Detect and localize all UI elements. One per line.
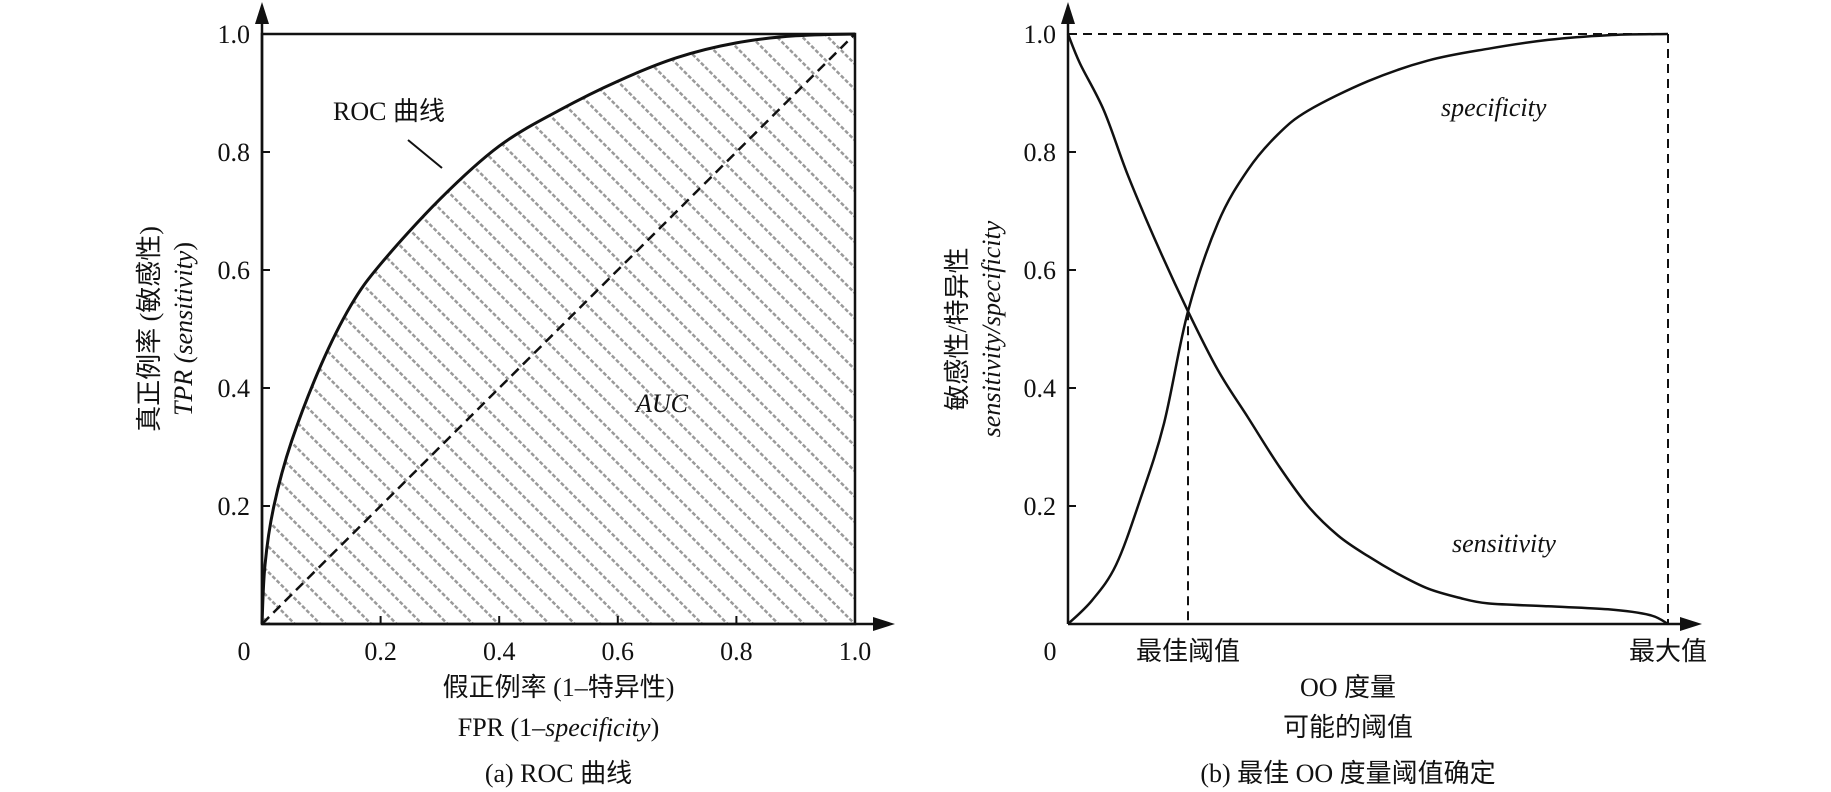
y-axis-arrow (255, 2, 269, 24)
y-tick-label: 0.4 (1024, 374, 1057, 403)
specificity-curve (1067, 32, 1669, 625)
x-axis-label-line2: 可能的阈值 (1283, 713, 1413, 742)
y-ticks: 0.2 0.4 0.6 0.8 1.0 (218, 20, 270, 521)
origin-label: 0 (238, 637, 251, 666)
y-axis-label-en: sensitivity/specificity (977, 220, 1006, 437)
y-tick-label: 0.6 (218, 256, 251, 285)
auc-label: AUC (634, 389, 689, 418)
x-ticks: 0.2 0.4 0.6 0.8 1.0 (364, 616, 871, 666)
specificity-label: specificity (1441, 93, 1547, 122)
y-tick-label: 0.6 (1024, 256, 1057, 285)
y-tick-label: 1.0 (218, 20, 251, 49)
y-axis-label-zh: 真正例率 (敏感性) (135, 226, 164, 432)
y-ticks: 0.2 0.4 0.6 0.8 1.0 (1024, 20, 1076, 521)
y-tick-label: 0.2 (218, 492, 251, 521)
origin-label: 0 (1044, 637, 1057, 666)
y-axis-label-en: TPR (sensitivity) (169, 242, 198, 416)
roc-chart: 0.2 0.4 0.6 0.8 1.0 0.2 0.4 0.6 0.8 1.0 ROC 曲线 A… (135, 2, 895, 788)
y-tick-label: 0.4 (218, 374, 251, 403)
y-axis-label-zh: 敏感性/特异性 (943, 247, 972, 410)
x-tick-label: 最大值 (1629, 637, 1707, 666)
x-axis-label-zh: 假正例率 (1–特异性) (443, 673, 675, 702)
y-axis-arrow (1061, 2, 1075, 24)
x-tick-label: 1.0 (839, 637, 872, 666)
x-axis-label-line1: OO 度量 (1300, 673, 1396, 702)
y-tick-label: 0.8 (1024, 138, 1057, 167)
x-tick-label: 0.4 (483, 637, 516, 666)
x-tick-label: 0.6 (602, 637, 635, 666)
x-tick-label: 最佳阈值 (1136, 637, 1240, 666)
y-tick-label: 0.2 (1024, 492, 1057, 521)
x-ticks: 最佳阈值 最大值 (1136, 637, 1707, 666)
roc-curve (260, 32, 856, 625)
roc-label-leader (407, 139, 443, 169)
sensitivity-curve (1066, 33, 1669, 626)
caption-a: (a) ROC 曲线 (485, 759, 632, 788)
y-tick-label: 0.8 (218, 138, 251, 167)
x-tick-label: 0.8 (720, 637, 753, 666)
threshold-chart: 0.2 0.4 0.6 0.8 1.0 最佳阈值 最大值 specificity sens… (943, 2, 1707, 788)
roc-curve-label: ROC 曲线 (333, 97, 445, 126)
caption-b: (b) 最佳 OO 度量阈值确定 (1200, 759, 1495, 788)
x-axis-label-en: FPR (1–specificity) (458, 713, 660, 742)
diagonal-line (261, 33, 856, 625)
x-tick-label: 0.2 (364, 637, 397, 666)
x-axis-arrow (873, 617, 895, 631)
x-axis-arrow (1680, 617, 1702, 631)
sensitivity-label: sensitivity (1452, 529, 1556, 558)
y-tick-label: 1.0 (1024, 20, 1057, 49)
